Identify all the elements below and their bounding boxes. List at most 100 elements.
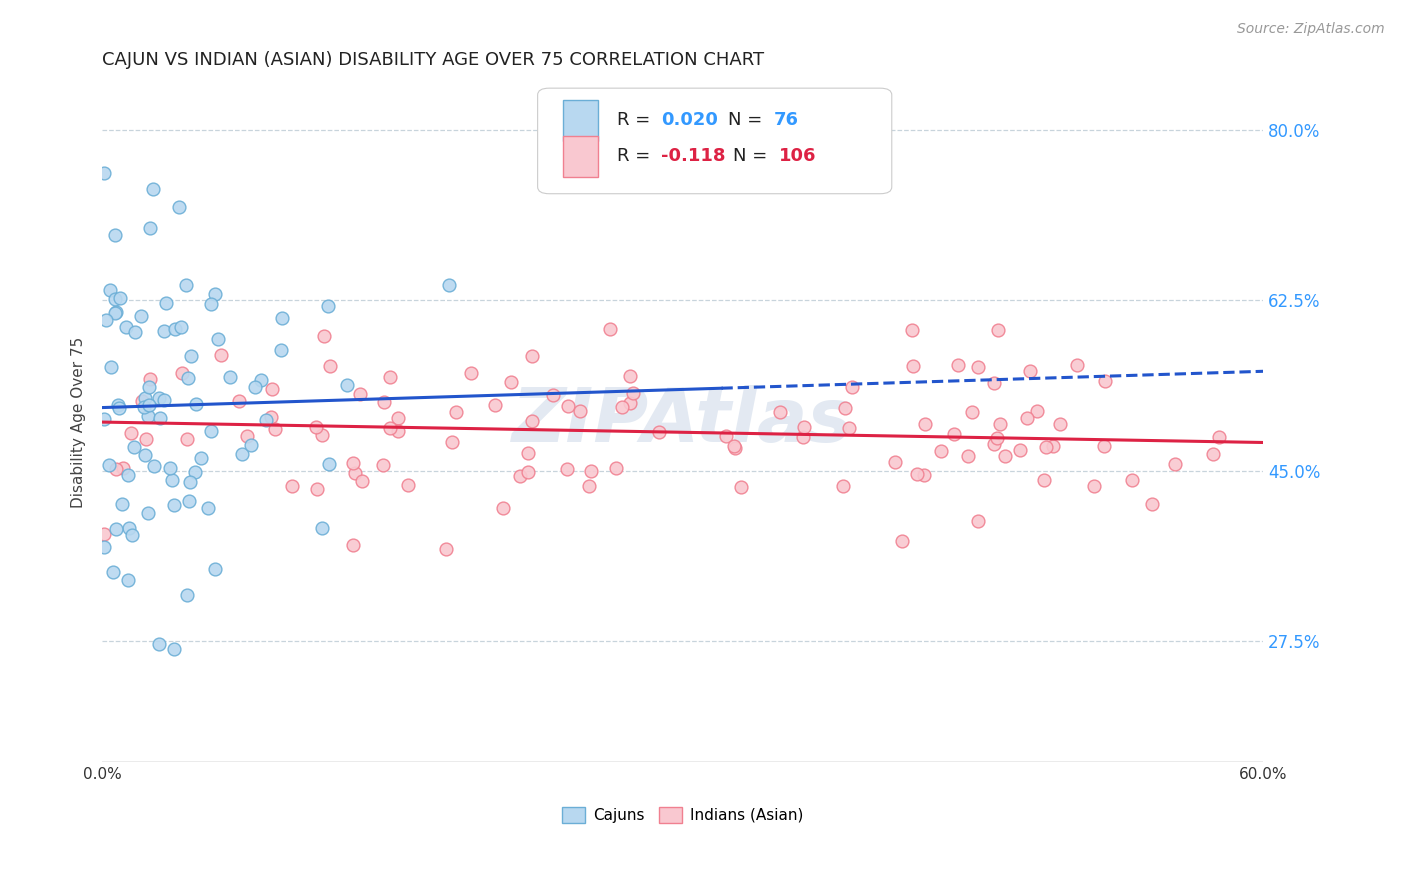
Point xyxy=(891,533,914,548)
Text: CAJUN VS INDIAN (ASIAN) DISABILITY AGE OVER 75 CORRELATION CHART: CAJUN VS INDIAN (ASIAN) DISABILITY AGE O… xyxy=(103,51,765,69)
Point xyxy=(124,325,146,339)
Text: N =: N = xyxy=(733,147,773,165)
Point xyxy=(1049,417,1071,431)
Point xyxy=(1042,439,1064,453)
Point xyxy=(1208,430,1230,444)
Point xyxy=(1094,375,1116,389)
Point xyxy=(1164,457,1187,471)
Point xyxy=(966,514,988,528)
Point xyxy=(349,387,371,401)
Point xyxy=(93,412,115,426)
FancyBboxPatch shape xyxy=(537,88,891,194)
Point xyxy=(118,521,141,535)
Point xyxy=(136,409,159,423)
Text: R =: R = xyxy=(617,112,655,129)
Point xyxy=(98,458,121,472)
Text: 0.020: 0.020 xyxy=(661,112,717,129)
Point xyxy=(163,498,186,512)
Point xyxy=(509,469,531,483)
Point xyxy=(104,306,127,320)
Point xyxy=(1035,440,1057,454)
Point xyxy=(176,433,198,447)
Point xyxy=(170,320,193,334)
Point xyxy=(769,405,792,419)
Point xyxy=(131,393,153,408)
Point xyxy=(167,200,190,214)
Point xyxy=(1201,447,1223,461)
Point xyxy=(336,378,359,392)
Point xyxy=(311,428,333,442)
Point xyxy=(1026,404,1049,418)
Point xyxy=(159,460,181,475)
Point xyxy=(1083,478,1105,492)
Text: Source: ZipAtlas.com: Source: ZipAtlas.com xyxy=(1237,22,1385,37)
Point xyxy=(107,399,129,413)
Point xyxy=(838,421,860,435)
Point xyxy=(569,404,592,418)
Point xyxy=(177,371,200,385)
Point xyxy=(117,574,139,588)
Point xyxy=(108,292,131,306)
Point xyxy=(605,461,627,475)
Point xyxy=(103,566,125,580)
Point xyxy=(499,376,522,390)
Point xyxy=(174,277,197,292)
Point xyxy=(311,521,333,535)
Point xyxy=(988,417,1011,431)
Point xyxy=(1033,473,1056,487)
Point xyxy=(100,359,122,374)
Point xyxy=(209,348,232,362)
Point xyxy=(440,434,463,449)
Point xyxy=(254,413,277,427)
Point xyxy=(387,410,409,425)
Point xyxy=(966,360,988,375)
Point xyxy=(280,479,302,493)
Point xyxy=(520,350,543,364)
Point xyxy=(983,376,1005,391)
Point xyxy=(946,358,969,372)
Point xyxy=(204,287,226,301)
Point xyxy=(541,387,564,401)
Point xyxy=(148,637,170,651)
Point xyxy=(270,343,292,358)
Point xyxy=(115,319,138,334)
Point xyxy=(579,464,602,478)
Point xyxy=(1015,410,1038,425)
Point xyxy=(184,465,207,479)
Point xyxy=(1142,497,1164,511)
Point xyxy=(962,405,984,419)
Point xyxy=(200,296,222,310)
Point xyxy=(260,382,283,396)
Point xyxy=(108,401,131,415)
Point xyxy=(931,443,953,458)
Point xyxy=(387,425,409,439)
Point xyxy=(142,459,165,474)
Point xyxy=(121,528,143,542)
Point xyxy=(190,451,212,466)
Point xyxy=(373,394,395,409)
Point xyxy=(249,373,271,387)
Text: 106: 106 xyxy=(779,147,817,165)
Point xyxy=(619,369,641,384)
Point xyxy=(578,479,600,493)
Point xyxy=(104,228,127,243)
Point xyxy=(176,588,198,602)
Point xyxy=(1066,358,1088,372)
Point xyxy=(318,299,340,313)
Point xyxy=(342,538,364,552)
Point xyxy=(460,366,482,380)
Point xyxy=(197,501,219,516)
Point xyxy=(373,458,395,472)
Point xyxy=(260,409,283,424)
Point xyxy=(905,467,928,482)
Legend: Cajuns, Indians (Asian): Cajuns, Indians (Asian) xyxy=(562,807,803,823)
Text: 76: 76 xyxy=(773,112,799,129)
Point xyxy=(170,366,193,380)
Point xyxy=(179,493,201,508)
Point xyxy=(180,349,202,363)
Point xyxy=(305,482,328,496)
Point xyxy=(437,278,460,293)
Point xyxy=(832,479,855,493)
Point xyxy=(557,399,579,413)
Point xyxy=(93,526,115,541)
